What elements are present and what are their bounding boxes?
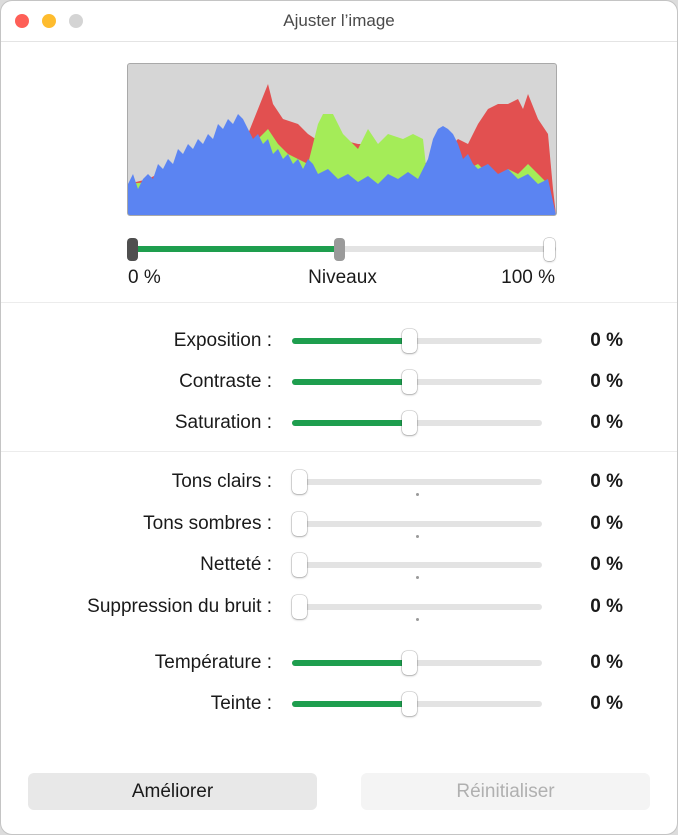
slider-center-tick <box>416 618 419 621</box>
slider-fill <box>292 701 408 707</box>
minimize-button[interactable] <box>42 14 56 28</box>
slider-fill <box>292 420 408 426</box>
section-divider <box>1 302 677 303</box>
slider-label: Exposition : <box>173 330 272 351</box>
window-title: Ajuster l’image <box>283 11 395 30</box>
histogram-blue-channel <box>128 114 556 215</box>
slider-knob[interactable] <box>401 411 417 435</box>
titlebar-divider <box>1 41 677 42</box>
slider-value: 0 % <box>590 596 623 617</box>
section-divider <box>1 451 677 452</box>
slider-knob[interactable] <box>401 651 417 675</box>
slider-knob[interactable] <box>292 470 307 494</box>
slider-label: Tons clairs : <box>171 471 272 492</box>
slider-track[interactable] <box>292 479 542 485</box>
slider-track[interactable] <box>292 379 542 385</box>
slider-center-tick <box>416 493 419 496</box>
histogram-graph <box>128 84 556 215</box>
slider-fill <box>292 379 408 385</box>
slider-center-tick <box>416 576 419 579</box>
slider-label: Teinte : <box>210 693 272 714</box>
slider-knob[interactable] <box>292 553 307 577</box>
levels-max-label: 100 % <box>501 267 555 288</box>
slider-value: 0 % <box>590 652 623 673</box>
slider-fill <box>292 338 408 344</box>
slider-label: Netteté : <box>200 554 272 575</box>
slider-knob[interactable] <box>292 512 307 536</box>
slider-value: 0 % <box>590 371 623 392</box>
histogram <box>127 63 557 216</box>
slider-track[interactable] <box>292 338 542 344</box>
slider-label: Suppression du bruit : <box>87 596 272 617</box>
slider-label: Tons sombres : <box>143 513 272 534</box>
slider-label: Saturation : <box>174 412 272 433</box>
close-button[interactable] <box>15 14 29 28</box>
slider-track[interactable] <box>292 521 542 527</box>
slider-track[interactable] <box>292 660 542 666</box>
slider-value: 0 % <box>590 471 623 492</box>
black-point-handle[interactable] <box>127 238 138 261</box>
title-bar: Ajuster l’image <box>1 1 677 41</box>
slider-center-tick <box>416 535 419 538</box>
midpoint-handle[interactable] <box>334 238 345 261</box>
slider-knob[interactable] <box>292 595 307 619</box>
enhance-button[interactable]: Améliorer <box>28 773 317 810</box>
reset-button[interactable]: Réinitialiser <box>361 773 650 810</box>
slider-value: 0 % <box>590 554 623 575</box>
slider-fill <box>292 660 408 666</box>
slider-label: Contraste : <box>179 371 272 392</box>
slider-knob[interactable] <box>401 329 417 353</box>
slider-value: 0 % <box>590 412 623 433</box>
levels-fill <box>132 246 338 252</box>
white-point-handle[interactable] <box>544 238 555 261</box>
slider-track[interactable] <box>292 604 542 610</box>
slider-track[interactable] <box>292 701 542 707</box>
slider-knob[interactable] <box>401 370 417 394</box>
levels-label: Niveaux <box>308 267 377 288</box>
zoom-button[interactable] <box>69 14 83 28</box>
slider-track[interactable] <box>292 420 542 426</box>
slider-value: 0 % <box>590 330 623 351</box>
slider-label: Température : <box>154 652 272 673</box>
slider-value: 0 % <box>590 693 623 714</box>
slider-knob[interactable] <box>401 692 417 716</box>
slider-track[interactable] <box>292 562 542 568</box>
levels-min-label: 0 % <box>128 267 161 288</box>
slider-value: 0 % <box>590 513 623 534</box>
